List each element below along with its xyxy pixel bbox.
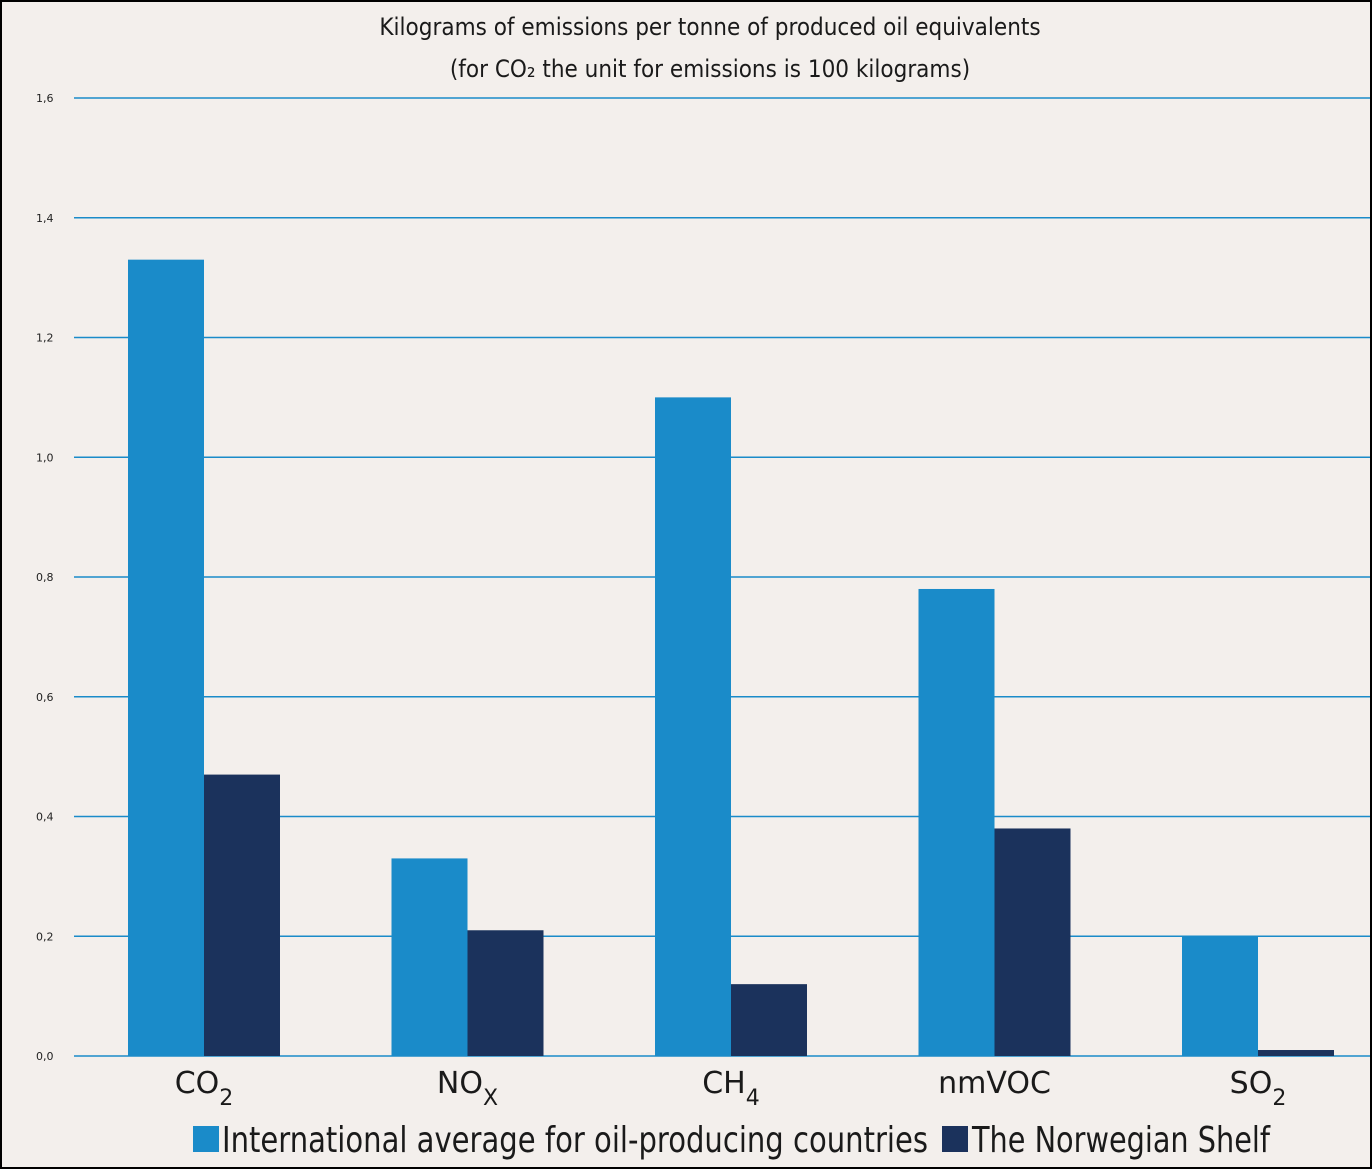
chart-title-line2: (for CO₂ the unit for emissions is 100 k…: [450, 55, 970, 83]
bar-international: [918, 588, 995, 1056]
bars: [128, 259, 1334, 1057]
bar-international: [1182, 936, 1258, 1056]
y-tick-label: 0,8: [36, 571, 54, 584]
bar-norwegian-shelf: [204, 774, 280, 1056]
bar-norwegian-shelf: [1258, 1050, 1334, 1056]
legend-label-international: International average for oil-producing …: [222, 1120, 928, 1161]
y-tick-label: 1,4: [36, 212, 54, 225]
bar-norwegian-shelf: [731, 984, 807, 1056]
bar-norwegian-shelf: [467, 930, 544, 1056]
legend-swatch-international: [193, 1126, 219, 1152]
bar-norwegian-shelf: [994, 828, 1071, 1056]
y-tick-label: 0,2: [36, 930, 54, 943]
legend-swatch-norwegian-shelf: [942, 1126, 968, 1152]
x-axis-ticks: CO2 NOX CH4 nmVOC SO2: [175, 1066, 1287, 1111]
chart-title-line1: Kilograms of emissions per tonne of prod…: [379, 13, 1040, 41]
x-tick-label: NOX: [437, 1066, 498, 1111]
y-tick-label: 0,0: [36, 1050, 54, 1063]
x-tick-label: SO2: [1230, 1066, 1287, 1111]
x-tick-label: nmVOC: [938, 1066, 1051, 1101]
y-tick-label: 1,0: [36, 451, 54, 464]
y-tick-label: 1,2: [36, 332, 54, 345]
y-tick-label: 1,6: [36, 92, 54, 105]
bar-international: [655, 397, 731, 1056]
bar-international: [128, 259, 204, 1057]
y-tick-label: 0,6: [36, 691, 54, 704]
y-tick-label: 0,4: [36, 811, 54, 824]
bar-international: [391, 858, 468, 1056]
legend-label-norwegian-shelf: The Norwegian Shelf: [971, 1120, 1271, 1161]
x-tick-label: CO2: [175, 1066, 234, 1111]
y-axis-ticks: 0,0 0,2 0,4 0,6 0,8 1,0 1,2 1,4 1,6: [36, 92, 54, 1063]
legend: International average for oil-producing …: [193, 1120, 1271, 1161]
x-tick-label: CH4: [702, 1066, 760, 1111]
